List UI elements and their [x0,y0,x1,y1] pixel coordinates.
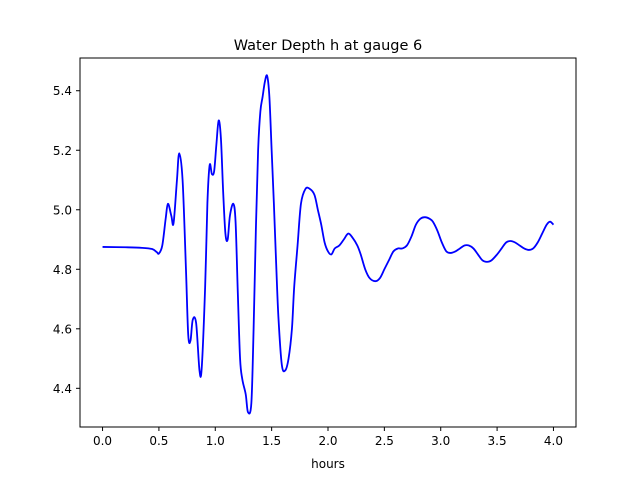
x-tick-label: 3.0 [431,434,450,448]
x-tick-label: 0.0 [93,434,112,448]
x-axis: 0.0 0.5 1.0 1.5 2.0 2.5 3.0 3.5 4.0 [93,427,563,448]
y-axis: 4.4 4.6 4.8 5.0 5.2 5.4 [53,84,80,396]
x-tick-label: 2.0 [318,434,337,448]
plot-frame [79,57,577,428]
y-tick-label: 4.8 [53,263,72,277]
y-tick-label: 4.4 [53,382,72,396]
x-tick-label: 2.5 [375,434,394,448]
y-tick-label: 5.4 [53,84,72,98]
y-tick-label: 5.2 [53,144,72,158]
x-tick-label: 3.5 [488,434,507,448]
chart-title: Water Depth h at gauge 6 [234,38,422,54]
y-tick-label: 4.6 [53,322,72,336]
y-tick-label: 5.0 [53,203,72,217]
x-tick-label: 4.0 [544,434,563,448]
x-tick-label: 1.0 [206,434,225,448]
x-axis-label: hours [311,457,345,471]
x-tick-label: 0.5 [149,434,168,448]
series-layer [102,74,555,415]
series-line-0 [102,74,555,415]
x-tick-label: 1.5 [262,434,281,448]
